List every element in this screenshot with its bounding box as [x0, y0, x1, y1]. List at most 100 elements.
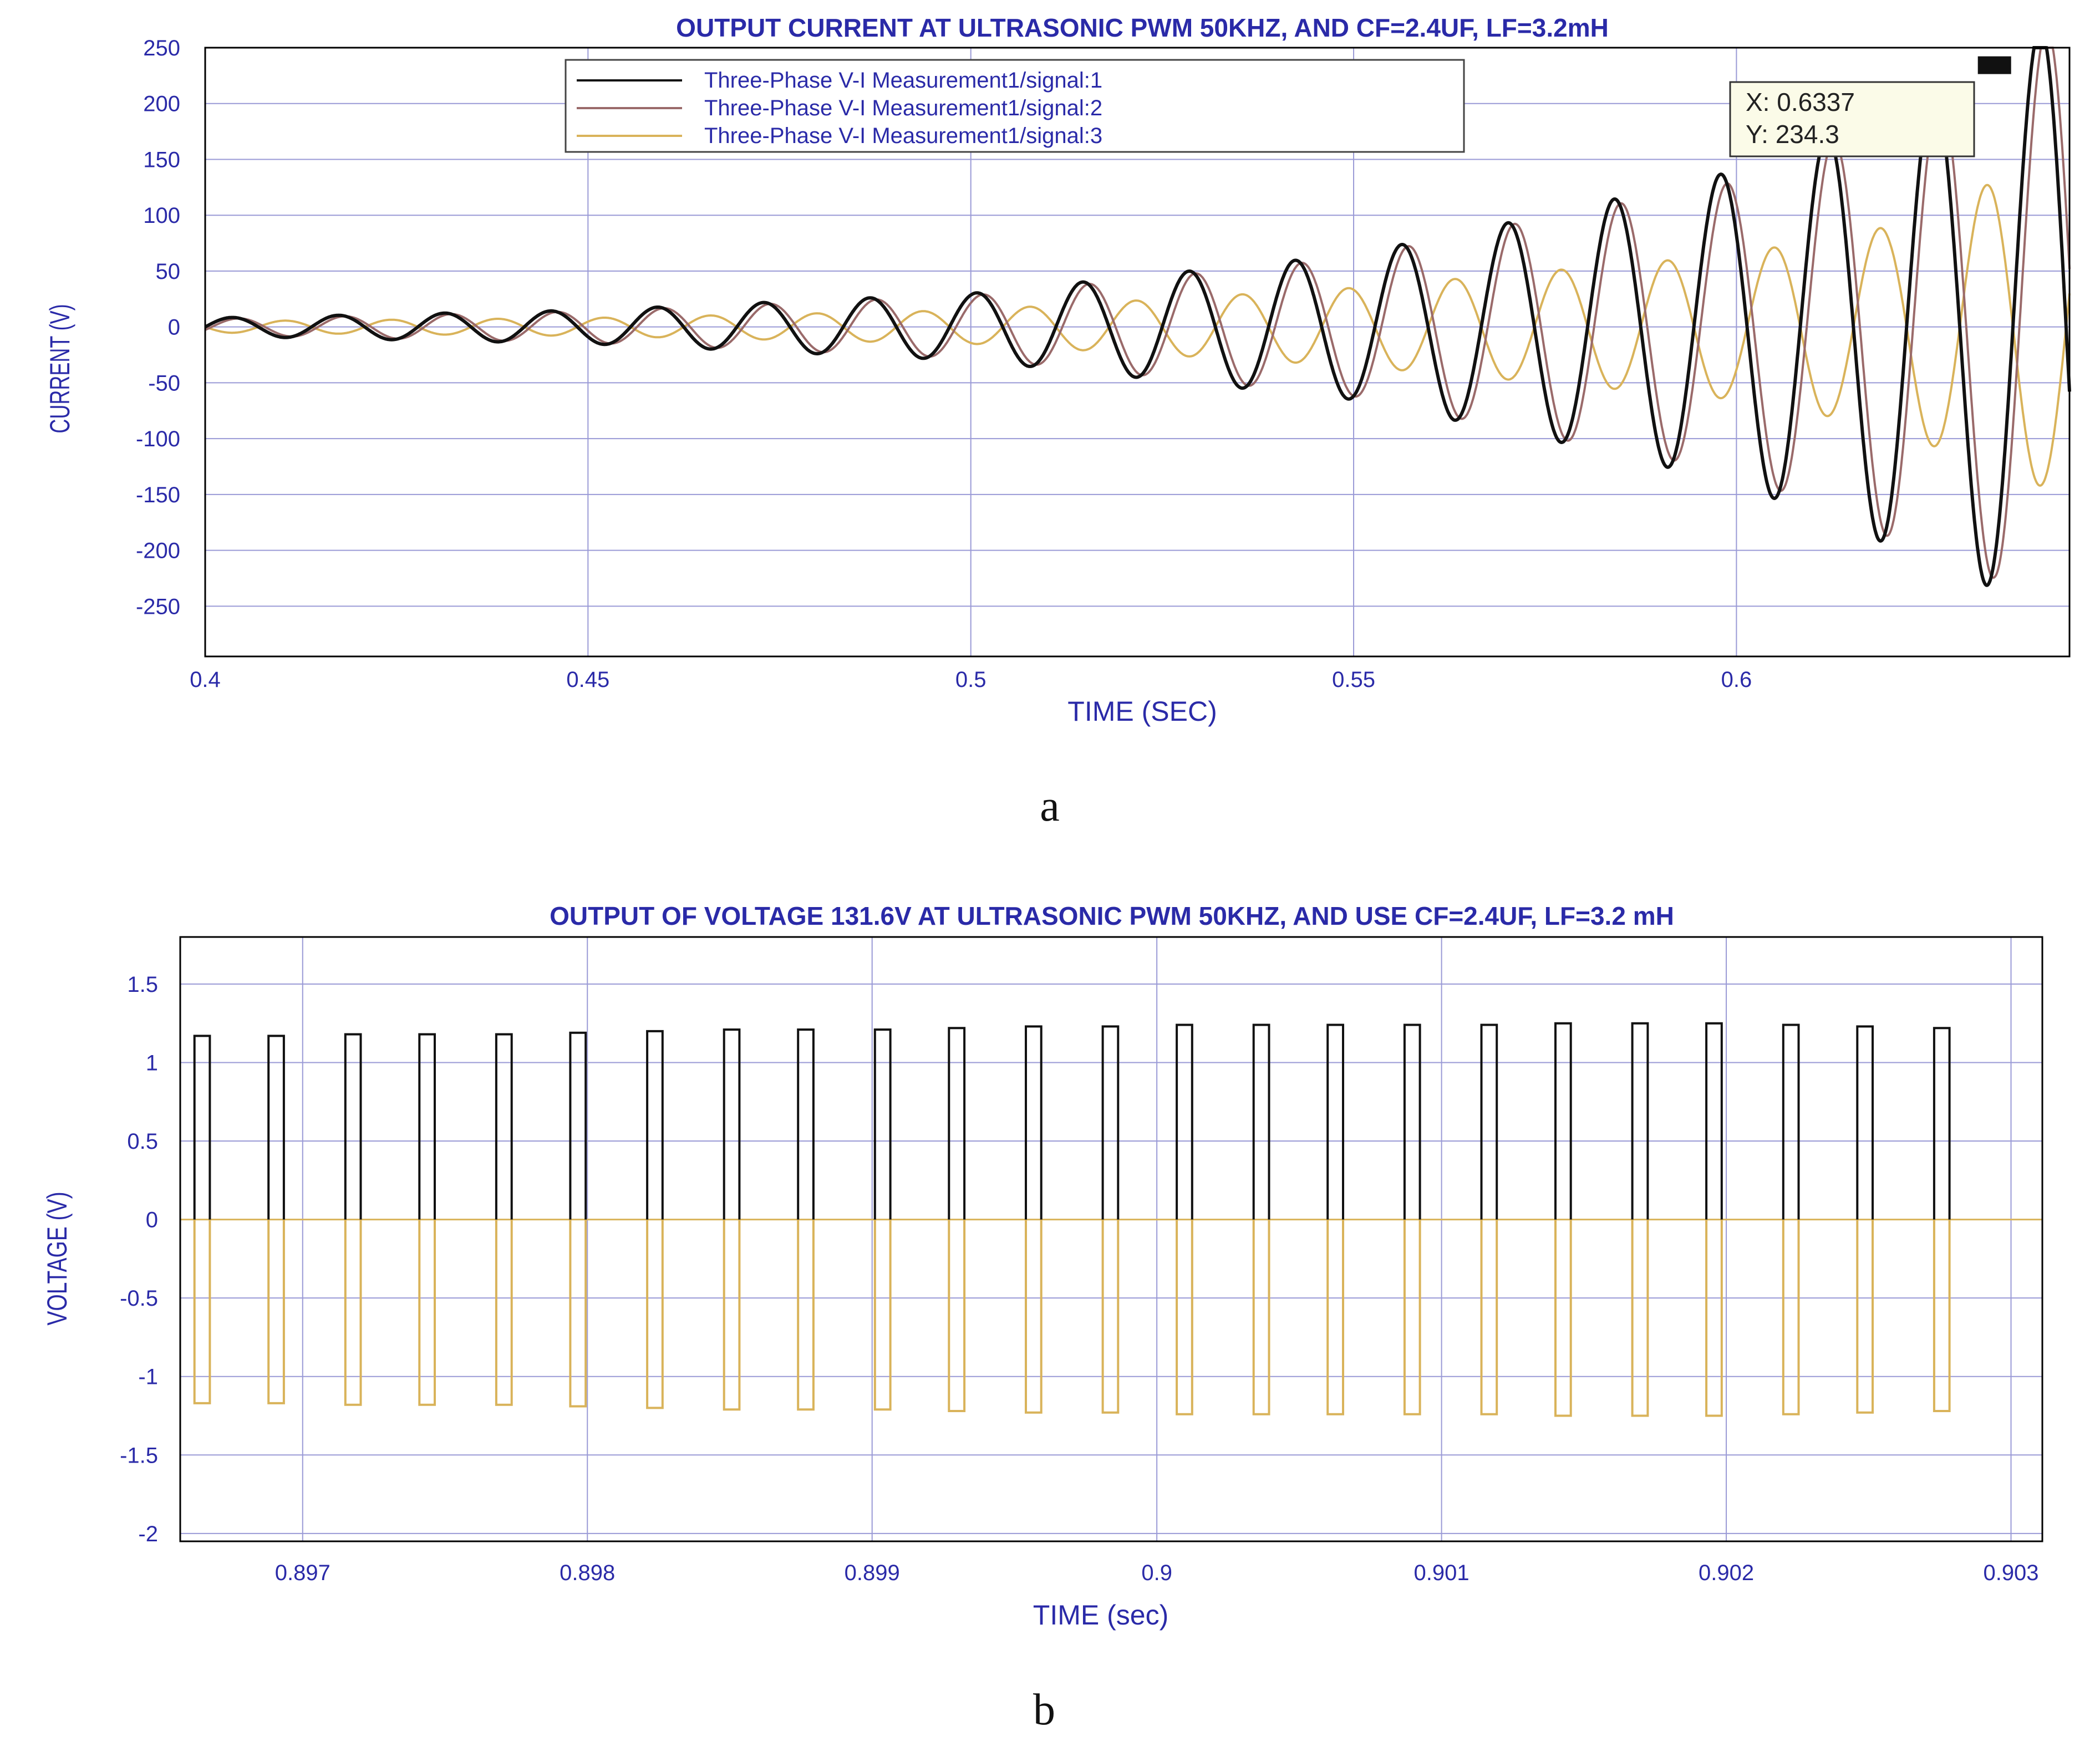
chart-a-y-tick-label: -100 [136, 427, 180, 451]
chart-b: OUTPUT OF VOLTAGE 131.6V AT ULTRASONIC P… [41, 902, 2043, 1734]
positive-pulse [1856, 1025, 1874, 1220]
positive-pulse [873, 1028, 892, 1220]
chart-b-y-tick-label: -1.5 [120, 1443, 158, 1468]
negative-pulse [797, 1219, 815, 1411]
negative-pulse [418, 1219, 436, 1406]
negative-pulse [1705, 1219, 1723, 1417]
chart-a-plot-frame [204, 47, 2071, 658]
positive-pulse [1176, 1023, 1193, 1220]
series-line-signal-2 [205, 47, 2071, 579]
chart-b-y-tick-label: -0.5 [120, 1286, 158, 1311]
negative-pulse [873, 1219, 892, 1411]
positive-pulse [1252, 1023, 1270, 1220]
negative-pulse [1856, 1219, 1874, 1414]
chart-a-x-ticks: 0.4 0.45 0.5 0.55 0.6 [190, 668, 1752, 692]
positive-pulse [418, 1033, 436, 1220]
chart-a-y-tick-label: -250 [136, 594, 180, 619]
series-line-signal-3 [205, 184, 2071, 487]
negative-pulse [267, 1219, 285, 1404]
positive-pulse [797, 1028, 815, 1220]
chart-b-x-tick-label: 0.903 [1983, 1561, 2038, 1585]
chart-b-x-ticks: 0.897 0.898 0.899 0.9 0.901 0.902 0.903 [275, 1561, 2039, 1585]
positive-pulse [193, 1035, 211, 1220]
chart-b-x-tick-label: 0.901 [1414, 1561, 1470, 1585]
positive-pulse [344, 1033, 362, 1220]
chart-a-x-tick-label: 0.5 [955, 668, 987, 692]
positive-pulse [1705, 1022, 1723, 1220]
chart-a-y-tick-label: 150 [143, 147, 180, 172]
data-tip-y: Y: 234.3 [1746, 120, 1839, 149]
negative-pulse [495, 1219, 513, 1406]
chart-b-title: OUTPUT OF VOLTAGE 131.6V AT ULTRASONIC P… [550, 902, 1674, 930]
chart-b-y-tick-label: 1 [146, 1051, 158, 1075]
data-tip-marker [1977, 56, 2011, 74]
positive-pulse [495, 1033, 513, 1220]
negative-pulse [193, 1219, 211, 1404]
chart-a-x-tick-label: 0.55 [1332, 668, 1375, 692]
chart-b-x-tick-label: 0.898 [560, 1561, 615, 1585]
chart-a-y-tick-label: 250 [143, 36, 180, 60]
chart-a-y-ticks: 250 200 150 100 50 0 -50 -100 -150 -200 -250 [136, 36, 180, 619]
panel-label-a: a [1040, 782, 1060, 831]
chart-b-y-tick-label: 0 [146, 1208, 158, 1232]
negative-pulse [569, 1219, 587, 1408]
chart-a-title: OUTPUT CURRENT AT ULTRASONIC PWM 50KHZ, … [676, 13, 1609, 42]
chart-a: OUTPUT CURRENT AT ULTRASONIC PWM 50KHZ, … [45, 13, 2071, 831]
chart-b-y-tick-label: 0.5 [127, 1129, 158, 1154]
legend-label-signal-1: Three-Phase V-I Measurement1/signal:1 [704, 68, 1102, 93]
negative-pulse [1101, 1219, 1120, 1414]
chart-a-y-axis-label: CURRENT (V) [45, 304, 75, 433]
negative-pulse [723, 1219, 741, 1411]
chart-a-y-tick-label: -50 [148, 371, 180, 395]
positive-pulse [267, 1035, 285, 1220]
chart-a-y-tick-label: 100 [143, 203, 180, 228]
negative-pulse [1403, 1219, 1421, 1415]
chart-b-x-axis-label: TIME (sec) [1033, 1600, 1168, 1631]
negative-pulse [1025, 1219, 1043, 1414]
chart-b-plot-frame [179, 936, 2043, 1542]
chart-a-y-tick-label: -200 [136, 539, 180, 563]
series-line-signal-1 [204, 46, 2071, 587]
chart-a-series [204, 46, 2071, 587]
chart-a-y-tick-label: 200 [143, 92, 180, 116]
chart-b-y-tick-label: -1 [138, 1365, 158, 1389]
data-tip-x: X: 0.6337 [1746, 88, 1855, 116]
chart-b-x-tick-label: 0.897 [275, 1561, 330, 1585]
chart-a-data-tip: X: 0.6337 Y: 234.3 [1729, 56, 2011, 157]
positive-pulse [948, 1027, 966, 1220]
positive-pulse [1101, 1025, 1120, 1220]
positive-pulse [1480, 1023, 1498, 1220]
chart-a-x-tick-label: 0.45 [566, 668, 609, 692]
positive-pulse [723, 1028, 741, 1220]
negative-pulse [1326, 1219, 1344, 1415]
chart-a-y-tick-label: 50 [156, 259, 181, 284]
negative-pulse [1176, 1219, 1193, 1415]
chart-b-y-tick-label: 1.5 [127, 972, 158, 997]
chart-a-legend-box [565, 59, 1465, 153]
chart-b-x-tick-label: 0.9 [1141, 1561, 1172, 1585]
positive-pulse [1554, 1022, 1572, 1220]
legend-label-signal-3: Three-Phase V-I Measurement1/signal:3 [704, 124, 1102, 148]
negative-pulse [1933, 1219, 1951, 1412]
negative-pulse [1480, 1219, 1498, 1415]
chart-b-x-tick-label: 0.899 [845, 1561, 900, 1585]
negative-pulse [948, 1219, 966, 1412]
negative-pulse [344, 1219, 362, 1406]
data-tip-box [1729, 81, 1975, 157]
positive-pulse [1326, 1023, 1344, 1220]
positive-pulse [1025, 1025, 1043, 1220]
chart-b-x-tick-label: 0.902 [1699, 1561, 1754, 1585]
chart-a-x-axis-label: TIME (SEC) [1067, 696, 1217, 727]
chart-a-y-tick-label: 0 [168, 315, 180, 340]
chart-b-y-tick-label: -2 [138, 1522, 158, 1546]
positive-pulse [1933, 1027, 1951, 1220]
panel-label-b: b [1033, 1685, 1055, 1734]
negative-pulse [1782, 1219, 1800, 1415]
positive-pulse [646, 1030, 664, 1220]
positive-pulse [569, 1031, 587, 1220]
chart-b-y-axis-label: VOLTAGE (V) [41, 1191, 73, 1325]
legend-label-signal-2: Three-Phase V-I Measurement1/signal:2 [704, 96, 1102, 120]
positive-pulse [1403, 1023, 1421, 1220]
chart-a-legend: Three-Phase V-I Measurement1/signal:1 Th… [565, 59, 1465, 153]
